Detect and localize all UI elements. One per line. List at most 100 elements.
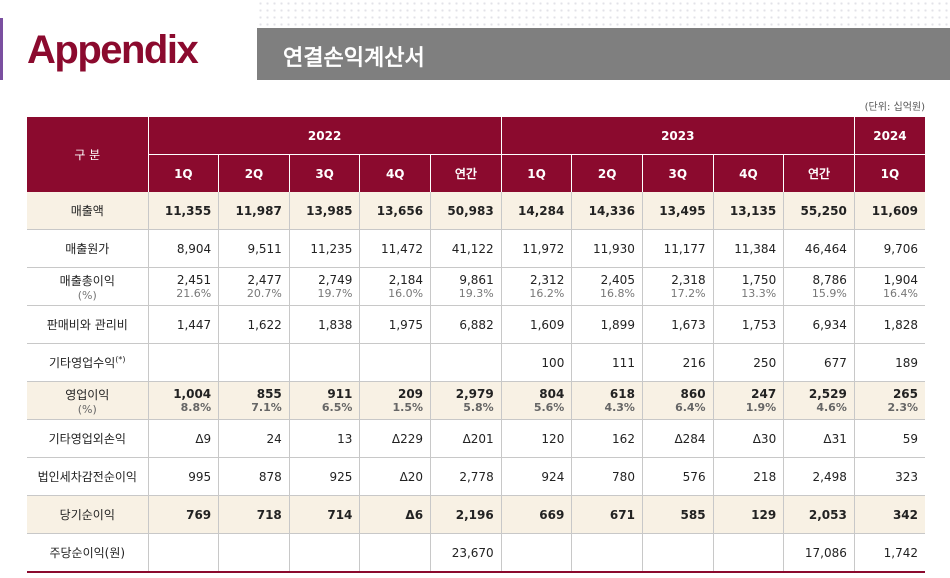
value-cell: 718 (218, 495, 290, 534)
row-label: 매출액 (27, 192, 149, 230)
value-text: 120 (541, 431, 565, 446)
sub-value: 16.2% (529, 287, 565, 300)
value-cell: 1,742 (853, 533, 925, 573)
value-text: 247 (751, 387, 777, 401)
value-text: 2,053 (808, 507, 847, 522)
value-cell: 250 (712, 343, 784, 382)
income-table: 구 분 2022 2023 2024 1Q 2Q 3Q 4Q 연간 1Q 2Q 3Q 4Q 연간 1Q 매출… (27, 117, 925, 573)
value-cell: 769 (147, 495, 219, 534)
value-cell: 41,122 (430, 229, 502, 268)
value-text: 17,086 (804, 545, 847, 560)
sub-value: 6.4% (675, 401, 706, 414)
value-text: 925 (329, 469, 353, 484)
value-cell (641, 533, 714, 573)
label-text: 법인세차감전순이익 (37, 470, 137, 484)
value-text: 218 (753, 469, 777, 484)
value-text: 11,972 (522, 241, 565, 256)
sub-label: (%) (77, 402, 97, 416)
value-cell: 129 (712, 495, 784, 534)
value-cell: 189 (853, 343, 925, 382)
value-text: 100 (541, 355, 565, 370)
sub-value: 19.7% (317, 287, 353, 300)
value-text: 323 (895, 469, 918, 484)
edge-accent (0, 18, 3, 80)
value-text: Δ9 (195, 431, 212, 446)
value-text: 111 (612, 355, 635, 370)
value-cell (712, 533, 784, 573)
sub-value: 4.3% (604, 401, 635, 414)
table-row: 법인세차감전순이익 995 878 925 Δ20 2,778 924 780 576 218 2,… (27, 457, 925, 496)
value-cell: Δ31 (783, 419, 855, 458)
row-label: 기타영업수익(*) (27, 343, 149, 382)
value-text: 11,177 (663, 241, 706, 256)
value-cell: 13 (288, 419, 360, 458)
year-header: 2024 (853, 117, 925, 155)
value-cell: 13,985 (288, 192, 360, 230)
value-cell: Δ9 (147, 419, 219, 458)
value-text: Δ30 (752, 431, 777, 446)
value-text: 804 (539, 387, 565, 401)
value-text: 14,284 (518, 203, 565, 218)
value-cell: 11,235 (288, 229, 360, 268)
value-cell: 216 (641, 343, 714, 382)
row-label: 법인세차감전순이익 (27, 457, 149, 496)
value-cell: 13,656 (359, 192, 431, 230)
value-text: 13,495 (659, 203, 706, 218)
value-text: 1,828 (883, 317, 918, 332)
value-cell: 218 (712, 457, 784, 496)
value-text: 1,447 (176, 317, 212, 332)
value-cell: 2,196 (430, 495, 502, 534)
value-text: 585 (680, 507, 706, 522)
value-text: 9,511 (247, 241, 282, 256)
value-cell: 2,477 20.7% (218, 267, 290, 306)
table-row: 기타영업수익(*) 100 111 216 250 677 189 (27, 343, 925, 382)
period-header: 연간 (783, 154, 855, 192)
label-text: 영업이익 (65, 387, 110, 402)
value-cell (500, 533, 572, 573)
value-cell: 1,753 (712, 305, 784, 344)
table-row: 매출원가 8,904 9,511 11,235 11,472 41,122 11,972 11… (27, 229, 925, 268)
value-text: 618 (609, 387, 635, 401)
sub-value: 1.9% (745, 401, 777, 414)
unit-note: (단위: 십억원) (864, 102, 925, 113)
value-cell: 1,975 (359, 305, 431, 344)
value-text: 1,975 (388, 317, 424, 332)
value-text: 250 (753, 355, 777, 370)
value-cell: 13,135 (712, 192, 784, 230)
value-text: 6,934 (812, 317, 847, 332)
value-cell: 14,284 (500, 192, 572, 230)
row-label: 주당순이익(원) (27, 533, 149, 573)
value-cell: 209 1.5% (359, 381, 431, 420)
value-text: 714 (327, 507, 353, 522)
value-text: 2,451 (176, 273, 212, 287)
value-cell: 6,882 (430, 305, 502, 344)
value-text: Δ6 (405, 507, 424, 522)
value-cell: 1,004 8.8% (147, 381, 219, 420)
value-cell: 8,786 15.9% (783, 267, 855, 306)
value-cell: 1,828 (853, 305, 925, 344)
value-text: 2,979 (455, 387, 494, 401)
value-text: 2,498 (812, 469, 847, 484)
value-cell: 24 (218, 419, 290, 458)
table-row: 판매비와 관리비 1,447 1,622 1,838 1,975 6,882 1,609 1,… (27, 305, 925, 344)
value-text: 14,336 (588, 203, 635, 218)
value-text: 671 (609, 507, 635, 522)
value-text: 2,405 (600, 273, 635, 287)
value-text: 50,983 (447, 203, 494, 218)
value-cell: Δ30 (712, 419, 784, 458)
value-cell: 1,609 (500, 305, 572, 344)
value-text: Δ229 (391, 431, 424, 446)
value-text: 13,135 (729, 203, 777, 218)
value-cell (430, 343, 502, 382)
value-text: 2,196 (455, 507, 494, 522)
sub-value: 21.6% (176, 287, 212, 300)
value-cell: Δ284 (641, 419, 714, 458)
value-cell: 11,987 (218, 192, 290, 230)
value-cell: Δ6 (359, 495, 431, 534)
value-cell: 9,511 (218, 229, 290, 268)
value-cell (288, 533, 360, 573)
value-text: 2,318 (671, 273, 706, 287)
value-cell: 342 (853, 495, 925, 534)
period-header: 3Q (288, 154, 360, 192)
